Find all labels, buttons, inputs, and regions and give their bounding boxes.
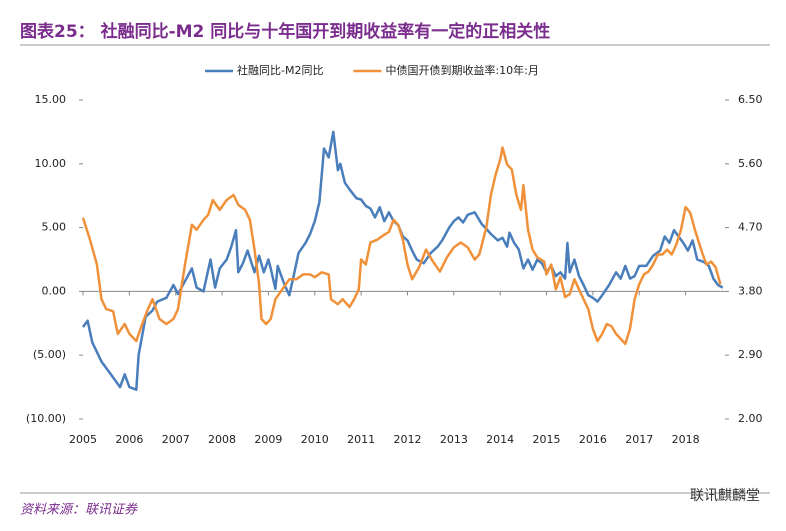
x-tick-label: 2009 <box>254 433 282 446</box>
x-tick-label: 2010 <box>301 433 329 446</box>
series-line <box>81 146 722 346</box>
x-tick-label: 2012 <box>393 433 421 446</box>
y2-tick-label: 2.90 <box>738 348 763 361</box>
x-tick-label: 2015 <box>533 433 561 446</box>
x-tick-label: 2018 <box>672 433 700 446</box>
y2-tick-label: 5.60 <box>738 157 763 170</box>
legend-label: 中债国开债到期收益率:10年:月 <box>385 63 538 77</box>
x-tick-label: 2005 <box>69 433 97 446</box>
y-tick-label: (5.00) <box>33 348 66 361</box>
x-tick-label: 2014 <box>486 433 514 446</box>
y-tick-label: 0.00 <box>42 284 67 297</box>
x-tick-label: 2006 <box>115 433 143 446</box>
watermark: 联讯麒麟堂 <box>690 488 760 504</box>
y2-tick-label: 2.00 <box>738 412 763 425</box>
x-tick-label: 2013 <box>440 433 468 446</box>
y2-tick-label: 4.70 <box>738 221 763 234</box>
y-tick-label: 15.00 <box>35 93 67 106</box>
chart-title: 图表25： 社融同比-M2 同比与十年国开到期收益率有一定的正相关性 <box>20 21 550 42</box>
x-tick-label: 2017 <box>625 433 653 446</box>
x-tick-label: 2016 <box>579 433 607 446</box>
series-line <box>81 130 724 391</box>
x-tick-label: 2008 <box>208 433 236 446</box>
y2-tick-label: 3.80 <box>738 284 763 297</box>
x-tick-label: 2011 <box>347 433 375 446</box>
y-tick-label: (10.00) <box>26 412 66 425</box>
y2-tick-label: 6.50 <box>738 93 763 106</box>
x-tick-label: 2007 <box>162 433 190 446</box>
y-tick-label: 10.00 <box>35 157 67 170</box>
legend-label: 社融同比-M2同比 <box>237 63 323 77</box>
y-tick-label: 5.00 <box>42 221 67 234</box>
source: 资料来源：联讯证券 <box>20 503 138 518</box>
